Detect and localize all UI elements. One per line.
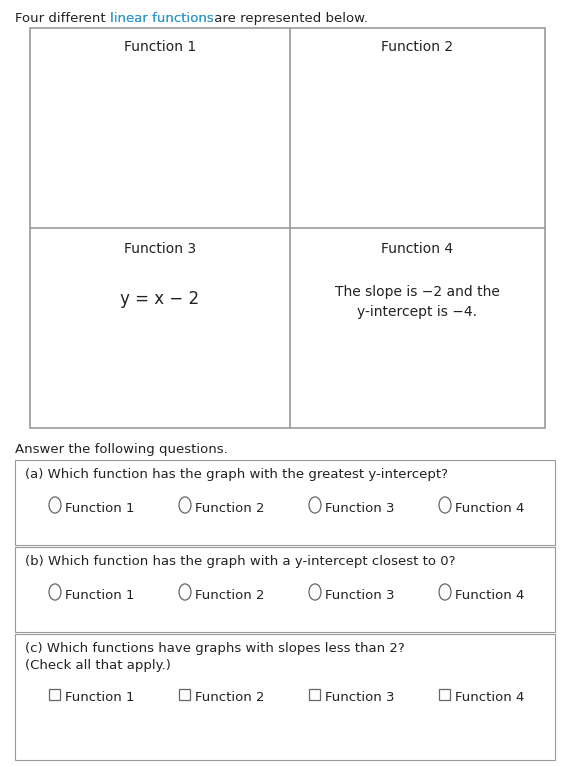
- Text: -6: -6: [155, 184, 161, 189]
- Text: (Check all that apply.): (Check all that apply.): [25, 659, 171, 672]
- Text: (b) Which function has the graph with a y-intercept closest to 0?: (b) Which function has the graph with a …: [25, 555, 455, 568]
- Text: $1$: $1$: [359, 172, 369, 186]
- Text: 8: 8: [157, 74, 161, 79]
- Bar: [310, 113, 525, 139]
- Text: 6: 6: [157, 90, 161, 95]
- Text: Function 4: Function 4: [381, 242, 454, 256]
- Text: Four different: Four different: [15, 12, 110, 25]
- Text: -2: -2: [140, 143, 146, 149]
- Text: (c) Which functions have graphs with slopes less than 2?: (c) Which functions have graphs with slo…: [25, 642, 405, 655]
- Text: 2: 2: [186, 143, 190, 149]
- Text: $-9$: $-9$: [461, 198, 482, 212]
- Text: $-2$: $-2$: [353, 93, 374, 107]
- Text: x: x: [276, 127, 281, 136]
- Text: 4: 4: [157, 106, 161, 110]
- Text: are represented below.: are represented below.: [210, 12, 368, 25]
- Text: -10: -10: [48, 143, 59, 149]
- Bar: [310, 166, 525, 192]
- Bar: [310, 60, 525, 87]
- Text: Function 2: Function 2: [195, 502, 264, 515]
- Text: Function 4: Function 4: [455, 589, 524, 602]
- Text: Function 3: Function 3: [124, 242, 196, 256]
- Text: Function 1: Function 1: [65, 589, 135, 602]
- Text: Function 2: Function 2: [195, 691, 264, 704]
- Text: linear functions: linear functions: [110, 12, 214, 25]
- Text: Function 1: Function 1: [124, 40, 196, 54]
- Text: -10: -10: [151, 216, 161, 221]
- Text: Function 1: Function 1: [65, 502, 135, 515]
- Text: Function 2: Function 2: [381, 40, 454, 54]
- Text: -4: -4: [117, 143, 124, 149]
- Text: $y$: $y$: [466, 66, 477, 81]
- Text: Function 3: Function 3: [325, 691, 394, 704]
- Text: -4: -4: [155, 169, 161, 173]
- Text: Answer the following questions.: Answer the following questions.: [15, 443, 228, 456]
- Text: The slope is −2 and the: The slope is −2 and the: [335, 285, 500, 299]
- Text: linear functions: linear functions: [110, 12, 214, 25]
- Text: 10: 10: [274, 143, 281, 149]
- Text: $2$: $2$: [359, 198, 368, 212]
- Text: $0$: $0$: [359, 145, 369, 160]
- Text: Function 3: Function 3: [325, 589, 394, 602]
- Text: 8: 8: [253, 143, 257, 149]
- Text: $-1$: $-1$: [353, 119, 374, 133]
- Text: $1$: $1$: [466, 145, 476, 160]
- Text: Function 3: Function 3: [325, 502, 394, 515]
- Text: y = x − 2: y = x − 2: [120, 290, 200, 308]
- Text: $-4$: $-4$: [461, 172, 482, 186]
- Text: 10: 10: [153, 58, 161, 64]
- Text: Function 2: Function 2: [195, 589, 264, 602]
- Text: Function 4: Function 4: [455, 502, 524, 515]
- Text: -2: -2: [155, 153, 161, 158]
- Text: $6$: $6$: [466, 119, 476, 133]
- Text: 2: 2: [157, 121, 161, 127]
- Text: -8: -8: [73, 143, 79, 149]
- Text: Function 1: Function 1: [65, 691, 135, 704]
- Text: y: y: [169, 58, 174, 67]
- Text: Function 4: Function 4: [455, 691, 524, 704]
- Text: y-intercept is −4.: y-intercept is −4.: [357, 305, 478, 319]
- Text: 4: 4: [208, 143, 212, 149]
- Text: -6: -6: [95, 143, 101, 149]
- Bar: [310, 192, 525, 218]
- Text: (a) Which function has the graph with the greatest y-intercept?: (a) Which function has the graph with th…: [25, 468, 448, 481]
- Bar: [310, 87, 525, 113]
- Text: $11$: $11$: [462, 93, 481, 107]
- Text: 6: 6: [231, 143, 235, 149]
- Bar: [310, 139, 525, 166]
- Text: $x$: $x$: [359, 66, 369, 81]
- Text: -8: -8: [155, 200, 161, 205]
